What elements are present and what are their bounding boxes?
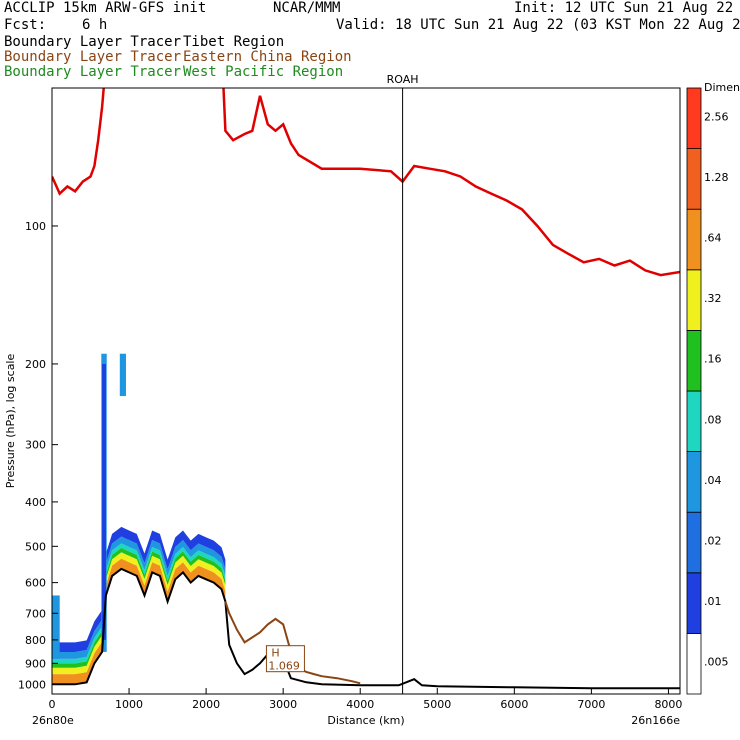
colorbar-level-label: .64 <box>704 232 722 245</box>
plume-band <box>52 547 226 668</box>
legend-item-tibet-name: Boundary Layer Tracer <box>4 34 182 50</box>
x-tick-label: 8000 <box>654 698 682 711</box>
tracer-plume-fill <box>52 353 226 685</box>
x-tick-label: 5000 <box>423 698 451 711</box>
x-tick-label: 6000 <box>500 698 528 711</box>
colorbar-swatch <box>686 572 702 634</box>
legend-item-west-pacific-region: West Pacific Region <box>183 64 344 80</box>
legend-item-tibet-region: Tibet Region <box>183 34 285 50</box>
colorbar-level-label: .01 <box>704 595 722 608</box>
model-title: ACCLIP 15km ARW-GFS init <box>4 0 207 16</box>
series-lines <box>52 88 680 690</box>
x-tick-label: 0 <box>49 698 56 711</box>
colorbar-level-label: .04 <box>704 474 722 487</box>
y-axis-title: Pressure (hPa), log scale <box>4 354 17 489</box>
colorbar-level-label: .02 <box>704 535 722 548</box>
colorbar-level-label: 1.28 <box>704 171 729 184</box>
colorbar-swatch <box>686 148 702 210</box>
high-pressure-marker: H 1.069 <box>265 645 305 673</box>
plot-frame <box>51 87 681 695</box>
colorbar-swatch <box>686 208 702 271</box>
station-marker: ROAH <box>387 73 419 694</box>
colorbar-swatch <box>686 633 702 695</box>
y-tick-label: 100 <box>25 220 46 233</box>
section-start-label: 26n80e <box>32 714 74 727</box>
roah-marker-label: ROAH <box>387 73 419 86</box>
x-tick-label: 4000 <box>346 698 374 711</box>
y-tick-label: 1000 <box>18 678 46 691</box>
legend-item-west-pacific-name: Boundary Layer Tracer <box>4 64 182 80</box>
y-tick-label: 600 <box>25 577 46 590</box>
x-tick-label: 7000 <box>577 698 605 711</box>
plume-band <box>52 526 226 652</box>
series-line-2 <box>52 88 680 277</box>
colorbar: .005 .01 .02 .04 .08 .16 .32 .64 1.28 2.56 Dimensi… <box>686 81 740 695</box>
y-tick-label: 200 <box>25 358 46 371</box>
plume-band <box>52 558 226 685</box>
plume-band <box>52 552 226 675</box>
colorbar-swatch <box>686 511 702 574</box>
colorbar-level-label: 2.56 <box>704 110 729 123</box>
institution-label: NCAR/MMM <box>273 0 341 16</box>
colorbar-swatch <box>686 329 702 392</box>
colorbar-swatch <box>686 390 702 452</box>
colorbar-level-label: .16 <box>704 353 722 366</box>
high-marker-letter: H <box>271 647 279 660</box>
colorbar-swatch <box>686 451 702 513</box>
y-tick-label: 300 <box>25 439 46 452</box>
x-tick-label: 1000 <box>115 698 143 711</box>
forecast-label: Fcst: <box>4 17 47 33</box>
west-edge-plume <box>52 595 60 659</box>
y-tick-label: 400 <box>25 496 46 509</box>
colorbar-swatch <box>686 87 702 149</box>
y-tick-label: 700 <box>25 607 46 620</box>
series-line-0 <box>52 567 680 690</box>
series-line-1 <box>224 601 361 685</box>
x-tick-label: 2000 <box>192 698 220 711</box>
high-marker-box <box>265 645 305 673</box>
forecast-hour: 6 h <box>82 17 108 33</box>
y-tick-label: 500 <box>25 540 46 553</box>
init-time: Init: 12 UTC Sun 21 Aug 22 <box>514 0 734 16</box>
legend-item-east-china-region: Eastern China Region <box>183 49 352 65</box>
detached-plume <box>119 353 126 397</box>
x-tick-label: 3000 <box>269 698 297 711</box>
axes: 0 1000 2000 3000 4000 5000 6000 7000 80001002003… <box>18 87 682 711</box>
valid-time: Valid: 18 UTC Sun 21 Aug 22 (03 KST Mon … <box>336 17 740 33</box>
legend-item-east-china-name: Boundary Layer Tracer <box>4 49 182 65</box>
plume-band <box>52 543 226 664</box>
colorbar-level-label: .32 <box>704 292 722 305</box>
convective-core <box>102 363 106 640</box>
colorbar-level-label: .005 <box>704 656 729 669</box>
y-tick-label: 900 <box>25 657 46 670</box>
high-marker-value: 1.069 <box>268 660 300 673</box>
x-axis-title: Distance (km) <box>327 714 404 727</box>
section-end-label: 26n166e <box>631 714 680 727</box>
y-tick-label: 800 <box>25 634 46 647</box>
plume-band <box>52 536 226 659</box>
colorbar-level-label: .08 <box>704 413 722 426</box>
colorbar-title: Dimensionless <box>704 81 740 94</box>
colorbar-swatch <box>686 269 702 331</box>
